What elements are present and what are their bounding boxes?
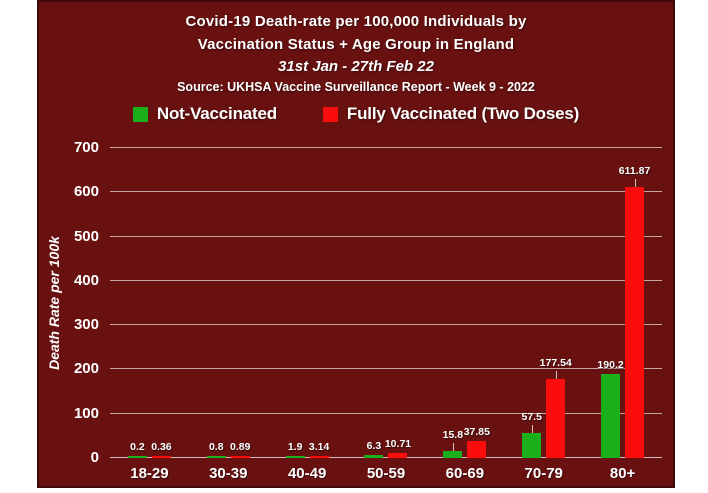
plot-area: Death Rate per 100k 0 100 200 300 400 500 600 7…	[46, 139, 662, 466]
x-axis-label-70-79: 70-79	[524, 465, 563, 482]
chart-title-line1: Covid-19 Death-rate per 100,000 Individu…	[185, 13, 527, 30]
bar-fully-vaccinated-40-49: 3.14	[309, 441, 329, 458]
x-axis-label-18-29: 18-29	[130, 465, 169, 482]
bar-fully-vaccinated-30-39: 0.89	[230, 441, 250, 458]
bar-fully-vaccinated-50-59: 10.71	[385, 438, 411, 458]
legend-item-fully-vaccinated: Fully Vaccinated (Two Doses)	[322, 104, 580, 124]
chart-source: Source: UKHSA Vaccine Surveillance Repor…	[177, 80, 535, 94]
chart-date-range: 31st Jan - 27th Feb 22	[278, 58, 434, 75]
bar-fully-vaccinated-18-29: 0.36	[151, 441, 172, 458]
bar-group-40-49: 1.9 3.14	[268, 148, 347, 458]
value-label: 1.9	[287, 441, 303, 454]
y-tick-label: 0	[90, 449, 99, 466]
value-label: 3.14	[308, 441, 330, 454]
legend-label-fully-vaccinated: Fully Vaccinated (Two Doses)	[346, 104, 580, 123]
gridline	[110, 412, 662, 414]
bar-not-vaccinated-60-69: 15.8	[443, 429, 463, 458]
y-tick-label: 400	[73, 271, 99, 289]
value-label: 0.89	[230, 441, 251, 454]
bar-not-vaccinated-80+: 190.2	[597, 359, 624, 458]
bar-not-vaccinated-50-59: 6.3	[364, 440, 384, 458]
bar-group-50-59: 6.3 10.71	[347, 148, 426, 458]
title-block: Covid-19 Death-rate per 100,000 Individu…	[39, 2, 673, 97]
value-label: 0.8	[208, 441, 224, 454]
y-axis-title-text: Death Rate per 100k	[46, 236, 62, 370]
value-label: 57.5	[521, 410, 542, 423]
bar-group-60-69: 15.8 37.85	[425, 148, 504, 458]
label-leader-line	[634, 179, 636, 188]
x-axis-label-30-39: 30-39	[209, 465, 248, 482]
gridline	[110, 147, 662, 148]
value-label: 10.71	[384, 438, 412, 451]
label-leader-line	[555, 371, 557, 380]
x-axis-label-60-69: 60-69	[445, 465, 485, 482]
y-tick-label: 700	[73, 139, 99, 156]
bar-group-18-29: 0.2 0.36	[110, 148, 189, 458]
legend-item-not-vaccinated: Not-Vaccinated	[132, 104, 277, 124]
legend-label-not-vaccinated: Not-Vaccinated	[156, 104, 277, 123]
x-axis-label-40-49: 40-49	[287, 465, 327, 482]
y-tick-label: 500	[73, 227, 99, 245]
chart-panel: Covid-19 Death-rate per 100,000 Individu…	[37, 0, 675, 488]
value-label: 15.8	[442, 429, 464, 442]
y-tick-label: 100	[73, 404, 99, 422]
y-tick-label: 200	[73, 360, 99, 378]
label-leader-line	[452, 443, 454, 452]
bar-not-vaccinated-18-29: 0.2	[127, 441, 147, 458]
x-axis-line	[110, 457, 662, 458]
bar-fully-vaccinated-60-69: 37.85	[464, 426, 490, 458]
gridline	[110, 191, 662, 193]
bar-not-vaccinated-30-39: 0.8	[206, 441, 226, 458]
gridline	[110, 279, 662, 281]
value-label: 177.54	[539, 357, 572, 370]
value-label: 190.2	[597, 358, 624, 371]
value-label: 37.85	[463, 426, 490, 439]
y-tick-label: 600	[73, 183, 99, 201]
label-leader-line	[531, 424, 533, 433]
bar-fully-vaccinated-80+: 611.87	[619, 165, 650, 458]
x-axis-labels: 18-29 30-39 40-49 50-59 60-69 70-79 80+	[110, 465, 662, 482]
x-axis-label-80+: 80+	[609, 465, 636, 482]
chart-legend: Not-Vaccinated Fully Vaccinated (Two Dos…	[39, 104, 673, 124]
bar-not-vaccinated-70-79: 57.5	[521, 411, 542, 458]
bar-not-vaccinated-40-49: 1.9	[285, 441, 305, 458]
x-axis-label-50-59: 50-59	[366, 465, 406, 482]
value-label: 611.87	[618, 165, 651, 178]
legend-swatch-red-icon	[322, 106, 338, 122]
gridline	[110, 235, 662, 237]
value-label: 6.3	[366, 440, 382, 453]
chart-title-line2: Vaccination Status + Age Group in Englan…	[197, 36, 515, 53]
bar-group-30-39: 0.8 0.89	[189, 148, 268, 458]
gridline	[110, 324, 662, 326]
legend-swatch-green-icon	[132, 106, 148, 122]
bar-group-80+: 190.2 611.87	[583, 148, 662, 458]
bar-fully-vaccinated-70-79: 177.54	[540, 357, 572, 458]
value-label: 0.36	[151, 441, 172, 454]
y-tick-label: 300	[73, 316, 99, 334]
gridline	[110, 368, 662, 370]
value-label: 0.2	[130, 441, 145, 454]
bar-group-70-79: 57.5 177.54	[504, 148, 583, 458]
